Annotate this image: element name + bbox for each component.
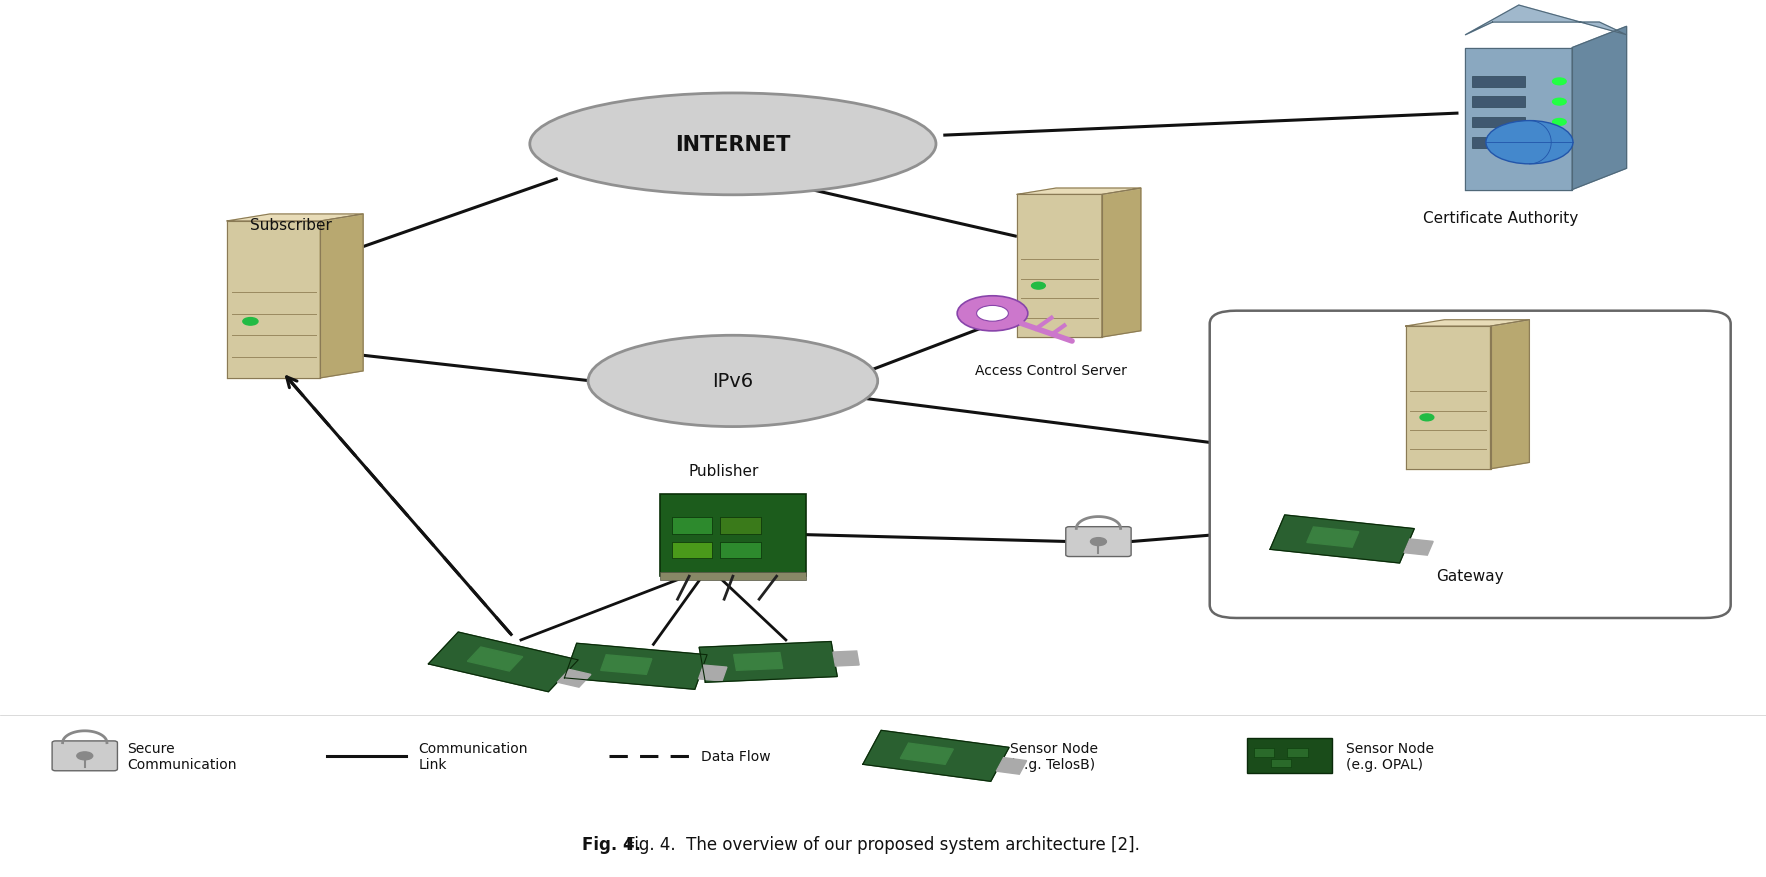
- FancyBboxPatch shape: [1471, 97, 1526, 108]
- Polygon shape: [1466, 48, 1572, 190]
- Polygon shape: [699, 666, 728, 681]
- Text: Secure
Communication: Secure Communication: [127, 741, 237, 771]
- Text: Data Flow: Data Flow: [701, 749, 770, 763]
- Polygon shape: [228, 215, 364, 222]
- Ellipse shape: [588, 336, 878, 427]
- FancyBboxPatch shape: [660, 495, 805, 576]
- Circle shape: [1090, 538, 1106, 545]
- FancyBboxPatch shape: [671, 517, 712, 534]
- Circle shape: [1485, 121, 1574, 165]
- Circle shape: [957, 296, 1028, 332]
- Polygon shape: [864, 731, 1008, 781]
- FancyBboxPatch shape: [1067, 527, 1132, 557]
- Circle shape: [1552, 99, 1566, 106]
- Circle shape: [1552, 139, 1566, 146]
- FancyBboxPatch shape: [671, 542, 712, 559]
- Polygon shape: [1102, 189, 1141, 338]
- FancyBboxPatch shape: [1210, 311, 1731, 618]
- FancyBboxPatch shape: [721, 517, 761, 534]
- FancyBboxPatch shape: [1471, 77, 1526, 88]
- FancyBboxPatch shape: [51, 741, 117, 771]
- Polygon shape: [228, 222, 320, 379]
- Ellipse shape: [530, 94, 936, 196]
- Circle shape: [977, 306, 1008, 322]
- Circle shape: [1420, 415, 1434, 421]
- FancyBboxPatch shape: [660, 573, 805, 581]
- FancyBboxPatch shape: [721, 542, 761, 559]
- Polygon shape: [996, 758, 1026, 774]
- Polygon shape: [1017, 195, 1102, 338]
- Polygon shape: [834, 652, 860, 667]
- Polygon shape: [468, 647, 523, 671]
- Text: IPv6: IPv6: [712, 372, 754, 391]
- Polygon shape: [320, 215, 364, 379]
- Circle shape: [244, 318, 258, 325]
- Text: Sensor Node
(e.g. TelosB): Sensor Node (e.g. TelosB): [1010, 741, 1098, 771]
- Polygon shape: [1406, 320, 1529, 326]
- Polygon shape: [1406, 326, 1491, 469]
- Text: Sensor Node
(e.g. OPAL): Sensor Node (e.g. OPAL): [1346, 741, 1434, 771]
- Text: Communication
Link: Communication Link: [419, 741, 528, 771]
- Polygon shape: [1466, 6, 1626, 36]
- Text: Publisher: Publisher: [689, 463, 759, 478]
- FancyBboxPatch shape: [1471, 138, 1526, 148]
- Polygon shape: [1270, 516, 1415, 563]
- Circle shape: [1031, 283, 1045, 289]
- Polygon shape: [429, 632, 577, 692]
- FancyBboxPatch shape: [1254, 748, 1273, 757]
- Polygon shape: [733, 652, 782, 671]
- Polygon shape: [1404, 539, 1434, 555]
- Text: Subscriber: Subscriber: [251, 217, 332, 232]
- Text: Access Control Server: Access Control Server: [975, 364, 1127, 378]
- Polygon shape: [1017, 189, 1141, 195]
- Polygon shape: [1491, 320, 1529, 469]
- Circle shape: [78, 752, 92, 759]
- Text: Gateway: Gateway: [1436, 568, 1505, 583]
- Polygon shape: [901, 743, 954, 765]
- Text: INTERNET: INTERNET: [675, 135, 791, 154]
- FancyBboxPatch shape: [1270, 759, 1291, 767]
- Polygon shape: [600, 655, 652, 674]
- Polygon shape: [565, 644, 706, 689]
- Text: Fig. 4.  The overview of our proposed system architecture [2].: Fig. 4. The overview of our proposed sys…: [627, 835, 1139, 852]
- Text: Fig. 4.: Fig. 4.: [581, 835, 641, 852]
- FancyBboxPatch shape: [1471, 118, 1526, 128]
- Circle shape: [1552, 119, 1566, 126]
- FancyBboxPatch shape: [1287, 748, 1309, 757]
- Polygon shape: [1572, 27, 1626, 190]
- Polygon shape: [558, 670, 592, 688]
- Circle shape: [1552, 79, 1566, 86]
- Polygon shape: [1307, 527, 1358, 547]
- FancyBboxPatch shape: [1247, 738, 1332, 774]
- Polygon shape: [699, 642, 837, 682]
- Text: Certificate Authority: Certificate Authority: [1423, 210, 1579, 225]
